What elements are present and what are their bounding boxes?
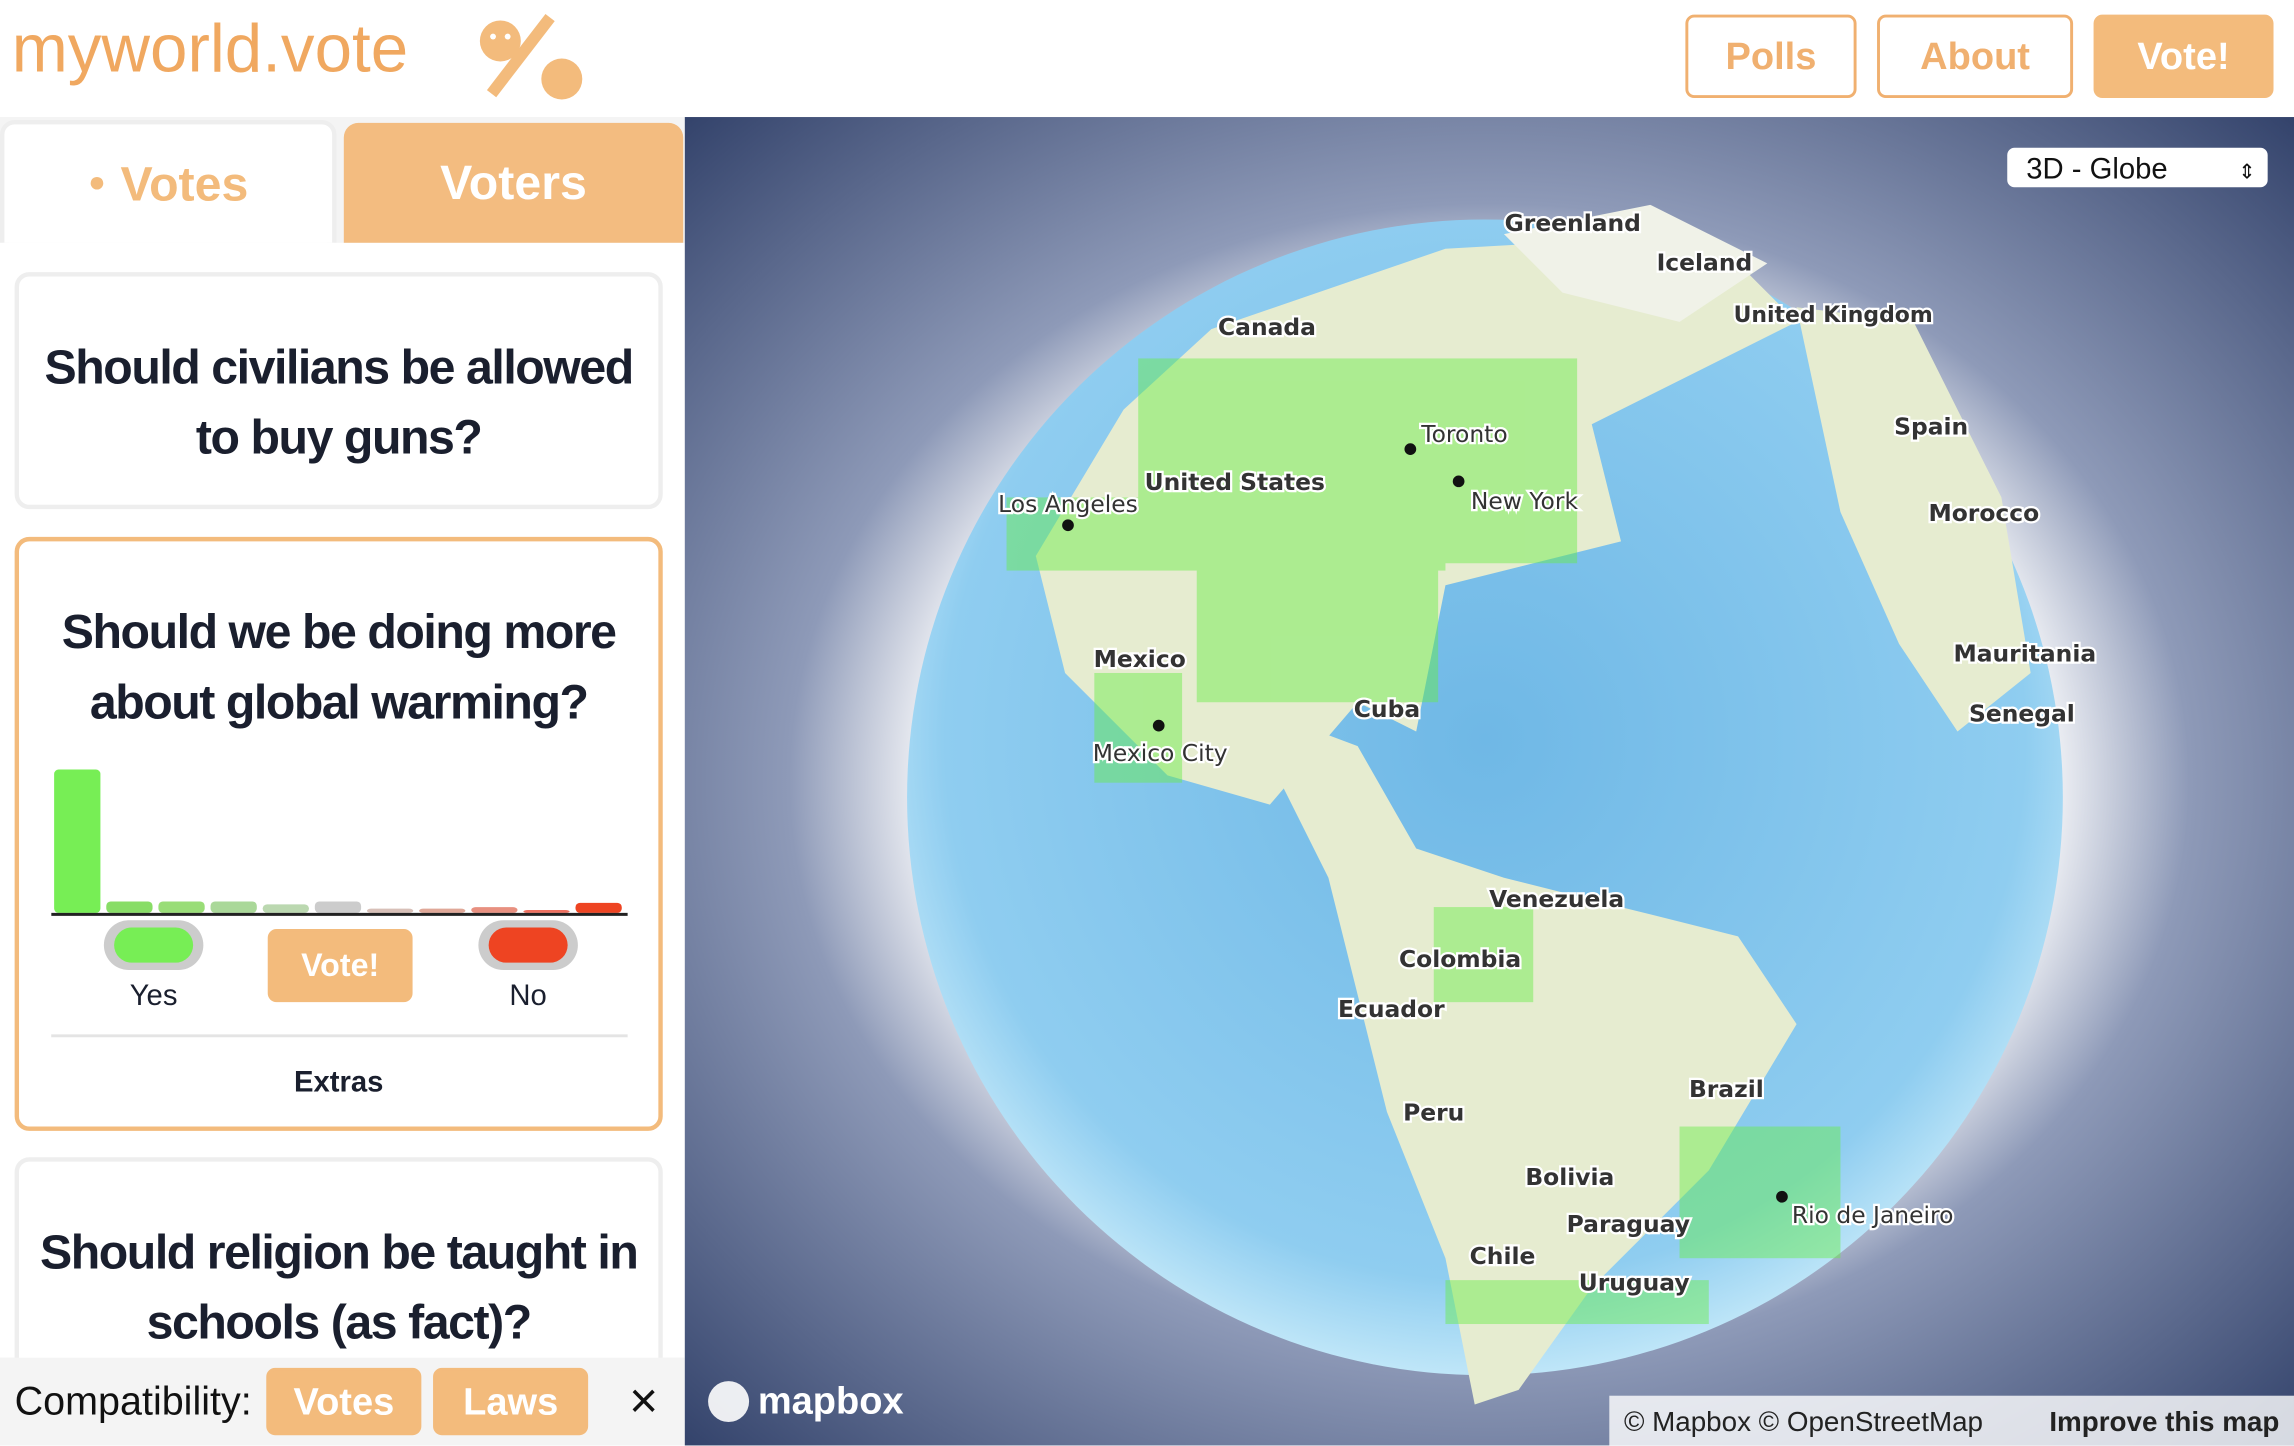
- land: [1503, 204, 1768, 322]
- voter-regions: [1006, 358, 1841, 1325]
- map-label: New York: [1471, 487, 1579, 515]
- projection-value: 3D - Globe: [2026, 153, 2167, 185]
- extras[interactable]: Extras: [293, 1066, 384, 1099]
- poll-card[interactable]: Should civilians be allowed to buy guns?: [14, 272, 663, 510]
- poll-card[interactable]: Should we be doing more about global war…: [14, 536, 663, 1131]
- mapbox-logo[interactable]: mapbox: [758, 1380, 904, 1422]
- yes-swatch: [114, 927, 194, 963]
- map-label: United Kingdom: [1734, 303, 1933, 328]
- map-label: Chile: [1470, 1242, 1536, 1270]
- projection-select[interactable]: [2007, 147, 2268, 188]
- map-label: Spain: [1894, 413, 1968, 441]
- histogram-bar: [366, 908, 414, 913]
- tab[interactable]: Voters: [343, 122, 684, 243]
- map-label: Los Angeles: [998, 490, 1138, 518]
- map-label: Uruguay: [1579, 1268, 1690, 1296]
- histogram-bar: [523, 910, 570, 913]
- map-label: United States: [1145, 468, 1325, 496]
- map-label: Toronto: [1420, 420, 1507, 448]
- land: [1240, 702, 1797, 1405]
- histogram-bar: [262, 904, 309, 913]
- no-button[interactable]: [478, 920, 578, 970]
- histogram-bar: [419, 908, 466, 913]
- map-label: Mexico: [1094, 645, 1186, 673]
- nav-button[interactable]: About: [1877, 14, 2074, 99]
- map-label: Iceland: [1657, 249, 1753, 277]
- logo-icon: [479, 13, 583, 100]
- yes-button[interactable]: [103, 920, 204, 970]
- map-label: Rio de Janeiro: [1792, 1201, 1954, 1229]
- histogram-bar: [158, 901, 205, 913]
- tab[interactable]: ● Votes: [0, 119, 337, 243]
- attribution[interactable]: © Mapbox © OpenStreetMap: [1624, 1406, 1983, 1437]
- map-label: Mexico City: [1093, 739, 1228, 767]
- map-label: Senegal: [1969, 699, 2075, 727]
- map[interactable]: Greenland Iceland United Kingdom Canada …: [684, 117, 2294, 1446]
- nav-button[interactable]: Vote!: [2093, 14, 2274, 99]
- map-label: Mauritania: [1953, 639, 2096, 667]
- land: [1796, 307, 2031, 732]
- no-label: No: [509, 980, 547, 1013]
- close-button[interactable]: ×: [629, 1373, 659, 1429]
- map-labels: Greenland Iceland United Kingdom Canada …: [996, 207, 2098, 1299]
- histogram-bar: [106, 901, 153, 913]
- improve-link[interactable]: Improve this map: [2049, 1406, 2279, 1437]
- poll-question: Should religion be taught in schools (as…: [40, 1224, 639, 1349]
- histogram: [51, 769, 628, 916]
- poll-question: Should civilians be allowed to buy guns?: [44, 339, 635, 464]
- land: [1035, 234, 1797, 805]
- map-label: Bolivia: [1525, 1163, 1614, 1191]
- logo[interactable]: myworld.vote: [11, 10, 409, 87]
- map-label: Colombia: [1399, 945, 1521, 973]
- compat-button[interactable]: Votes: [266, 1367, 422, 1436]
- map-label: Morocco: [1928, 499, 2039, 527]
- attribution-box: [1609, 1395, 2294, 1446]
- map-label: Cuba: [1354, 695, 1420, 723]
- map-label: Venezuela: [1489, 885, 1624, 913]
- map-label: Paraguay: [1567, 1210, 1690, 1238]
- mapbox-icon: [708, 1381, 750, 1423]
- divider: [51, 1034, 628, 1038]
- compatibility-bar: Compatibility: Votes Laws ×: [0, 1357, 685, 1446]
- tab-dot: ●: [88, 166, 106, 199]
- map-label: Canada: [1218, 313, 1316, 341]
- histogram-bar: [471, 907, 518, 913]
- map-label: Ecuador: [1338, 995, 1445, 1023]
- no-swatch: [488, 927, 568, 963]
- tab-label: Votes: [120, 155, 249, 210]
- histogram-bar: [54, 769, 101, 913]
- map-label: Greenland: [1505, 209, 1641, 237]
- nav-button[interactable]: Polls: [1685, 14, 1857, 99]
- poll-question: Should we be doing more about global war…: [61, 604, 617, 729]
- select-arrow: ⇕: [2238, 160, 2255, 183]
- histogram-bar: [575, 902, 622, 913]
- yes-label: Yes: [129, 980, 178, 1013]
- compatibility-label: Compatibility:: [14, 1378, 252, 1423]
- city-dots: [1062, 443, 1788, 1203]
- compat-button[interactable]: Laws: [433, 1367, 589, 1436]
- histogram-bar: [314, 901, 362, 913]
- vote-button[interactable]: Vote!: [267, 929, 413, 1003]
- map-label: Peru: [1403, 1099, 1464, 1127]
- map-label: Brazil: [1689, 1075, 1764, 1103]
- histogram-bar: [210, 901, 257, 913]
